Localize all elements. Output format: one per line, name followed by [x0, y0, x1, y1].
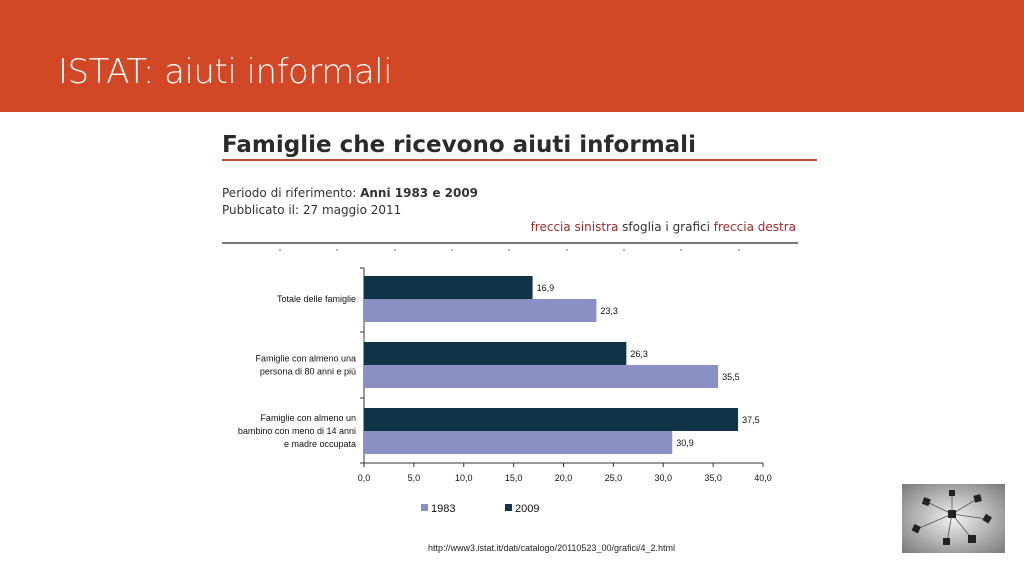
- decorative-dots: [222, 249, 798, 253]
- x-tick-label-7: 35,0: [704, 473, 722, 483]
- x-tick-label-4: 20,0: [555, 473, 573, 483]
- category-label-1-0: Famiglie con almeno una: [255, 354, 356, 364]
- category-label-2-1: bambino con meno di 14 anni: [238, 426, 356, 436]
- bar-2009-0: [364, 276, 533, 299]
- period-line: Periodo di riferimento: Anni 1983 e 2009: [222, 186, 478, 200]
- x-tick-label-2: 10,0: [455, 473, 473, 483]
- x-tick-label-0: 0,0: [358, 473, 371, 483]
- period-value: Anni 1983 e 2009: [360, 186, 479, 200]
- bar-2009-2: [364, 408, 739, 431]
- header-separator: [222, 242, 798, 244]
- bar-1983-2: [364, 431, 673, 454]
- legend-label-2009: 2009: [515, 503, 539, 515]
- period-label: Periodo di riferimento:: [222, 186, 361, 200]
- source-url[interactable]: http://www3.istat.it/dati/catalogo/20110…: [428, 543, 675, 553]
- network-molecule-icon: [902, 484, 1005, 553]
- figure-title: Famiglie che ricevono aiuti informali: [222, 132, 696, 158]
- published-date: Pubblicato il: 27 maggio 2011: [222, 203, 402, 217]
- legend-swatch-1983: [421, 504, 428, 511]
- legend-swatch-2009: [505, 504, 512, 511]
- nav-previous-link[interactable]: freccia sinistra: [530, 220, 619, 234]
- data-label-2009-2: 37,5: [742, 415, 760, 425]
- x-tick-label-5: 25,0: [605, 473, 623, 483]
- chart-navigation: freccia sinistra sfoglia i grafici frecc…: [531, 220, 796, 234]
- data-label-1983-2: 30,9: [676, 438, 694, 448]
- category-label-1-1: persona di 80 anni e più: [260, 367, 356, 377]
- slide-title: ISTAT: aiuti informali: [58, 52, 393, 92]
- title-banner: [0, 0, 1024, 112]
- category-label-2-2: e madre occupata: [284, 439, 356, 449]
- bar-1983-1: [364, 365, 719, 388]
- x-tick-label-6: 30,0: [654, 473, 672, 483]
- data-label-2009-1: 26,3: [630, 349, 648, 359]
- x-tick-label-1: 5,0: [408, 473, 421, 483]
- x-tick-label-3: 15,0: [505, 473, 523, 483]
- bar-2009-1: [364, 342, 627, 365]
- nav-next-link[interactable]: freccia destra: [713, 220, 796, 234]
- data-label-1983-0: 23,3: [600, 306, 618, 316]
- nav-browse-label: sfoglia i grafici: [618, 220, 714, 234]
- legend-label-1983: 1983: [431, 503, 455, 515]
- data-label-2009-0: 16,9: [537, 283, 555, 293]
- category-label-0-0: Totale delle famiglie: [277, 294, 356, 304]
- x-tick-label-8: 40,0: [754, 473, 772, 483]
- title-underline: [222, 159, 817, 161]
- bar-1983-0: [364, 299, 597, 322]
- category-label-2-0: Famiglie con almeno un: [260, 413, 356, 423]
- data-label-1983-1: 35,5: [722, 372, 740, 382]
